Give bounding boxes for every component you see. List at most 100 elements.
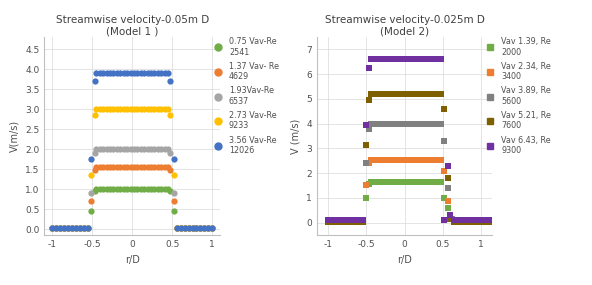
Point	[474, 219, 484, 224]
Point	[330, 219, 339, 224]
Point	[478, 219, 487, 224]
Point	[365, 182, 374, 186]
Point	[75, 226, 85, 231]
Point	[165, 168, 175, 172]
Point	[345, 219, 355, 224]
Point	[352, 219, 361, 224]
Point	[462, 219, 471, 224]
Point	[472, 219, 481, 224]
Point	[83, 226, 92, 231]
Point	[371, 180, 380, 184]
Point	[371, 157, 380, 162]
Point	[180, 226, 189, 231]
Point	[165, 113, 175, 117]
Point	[86, 157, 95, 161]
Point	[358, 218, 367, 223]
Point	[439, 107, 449, 111]
Point	[432, 180, 442, 184]
Point	[192, 226, 201, 231]
Point	[478, 219, 487, 224]
Point	[56, 226, 65, 231]
Point	[333, 219, 342, 224]
Point	[355, 219, 364, 224]
Point	[200, 226, 209, 231]
Point	[63, 226, 73, 231]
Point	[195, 226, 205, 231]
Point	[188, 226, 197, 231]
Point	[355, 218, 364, 223]
Point	[355, 219, 364, 224]
Point	[481, 219, 490, 224]
Point	[109, 107, 118, 111]
Point	[119, 165, 128, 169]
Point	[446, 217, 455, 221]
Point	[188, 226, 197, 231]
Point	[153, 71, 163, 75]
Point	[75, 226, 85, 231]
Point	[387, 157, 397, 162]
Point	[420, 180, 429, 184]
Point	[92, 187, 101, 192]
Point	[366, 57, 376, 62]
Point	[379, 180, 388, 184]
Point	[52, 226, 61, 231]
Point	[432, 92, 442, 96]
Point	[391, 121, 401, 126]
Point	[98, 147, 108, 151]
Point	[133, 187, 142, 192]
Point	[169, 157, 179, 161]
Point	[52, 226, 61, 231]
Point	[327, 219, 336, 224]
Point	[146, 147, 156, 151]
Point	[86, 199, 95, 203]
Point	[63, 226, 73, 231]
Point	[90, 113, 99, 117]
Point	[119, 187, 128, 192]
Point	[453, 218, 462, 223]
Point	[416, 92, 425, 96]
Point	[375, 92, 384, 96]
Point	[207, 226, 217, 231]
Point	[342, 219, 352, 224]
Point	[56, 226, 65, 231]
Point	[192, 226, 201, 231]
Point	[115, 71, 125, 75]
Point	[395, 57, 404, 62]
Point	[471, 219, 481, 224]
Point	[92, 107, 101, 111]
Point	[172, 226, 182, 231]
Point	[383, 121, 392, 126]
Point	[399, 157, 408, 162]
Point	[150, 107, 159, 111]
Point	[207, 226, 217, 231]
Point	[420, 57, 429, 62]
Point	[395, 121, 404, 126]
Point	[136, 165, 146, 169]
Point	[192, 226, 201, 231]
Point	[200, 226, 209, 231]
Point	[460, 219, 469, 224]
Point	[56, 226, 65, 231]
Point	[336, 219, 345, 224]
Point	[403, 157, 413, 162]
Point	[112, 71, 121, 75]
Point	[375, 180, 384, 184]
Point	[484, 219, 493, 224]
Point	[333, 218, 342, 223]
Point	[172, 226, 182, 231]
Point	[98, 107, 108, 111]
Point	[204, 226, 213, 231]
Point	[403, 121, 413, 126]
Point	[160, 187, 169, 192]
Point	[207, 226, 217, 231]
Point	[67, 226, 76, 231]
Point	[327, 219, 336, 224]
Point	[391, 57, 401, 62]
Point	[146, 71, 156, 75]
Point	[184, 226, 194, 231]
Point	[157, 147, 166, 151]
Point	[327, 218, 336, 223]
Point	[67, 226, 76, 231]
Point	[453, 219, 462, 224]
Point	[361, 183, 371, 187]
